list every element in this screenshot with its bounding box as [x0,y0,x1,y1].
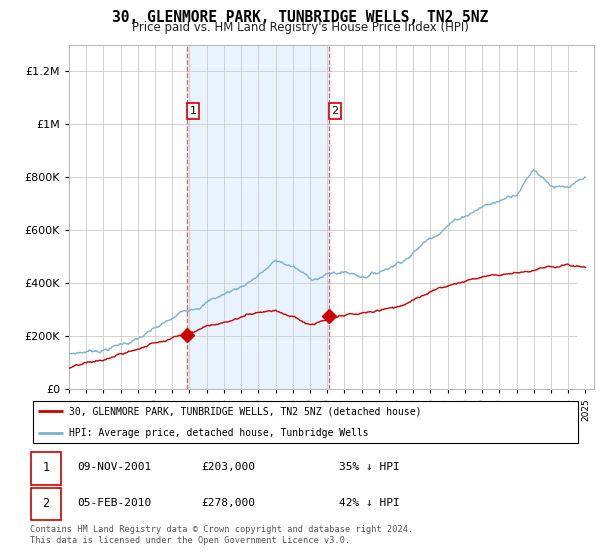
FancyBboxPatch shape [33,401,578,444]
Text: 42% ↓ HPI: 42% ↓ HPI [339,498,400,508]
Text: 30, GLENMORE PARK, TUNBRIDGE WELLS, TN2 5NZ: 30, GLENMORE PARK, TUNBRIDGE WELLS, TN2 … [112,10,488,25]
Text: 1: 1 [190,106,197,116]
Text: £278,000: £278,000 [201,498,255,508]
FancyBboxPatch shape [31,452,61,484]
Text: 09-NOV-2001: 09-NOV-2001 [77,463,151,473]
Bar [187,45,329,389]
Text: 1: 1 [43,461,50,474]
Text: 2: 2 [331,106,338,116]
FancyBboxPatch shape [31,488,61,520]
Text: 2: 2 [43,497,50,510]
Text: 35% ↓ HPI: 35% ↓ HPI [339,463,400,473]
Text: Contains HM Land Registry data © Crown copyright and database right 2024.
This d: Contains HM Land Registry data © Crown c… [30,525,413,545]
Text: £203,000: £203,000 [201,463,255,473]
Bar [577,45,600,389]
Text: 30, GLENMORE PARK, TUNBRIDGE WELLS, TN2 5NZ (detached house): 30, GLENMORE PARK, TUNBRIDGE WELLS, TN2 … [68,406,421,416]
Text: 05-FEB-2010: 05-FEB-2010 [77,498,151,508]
Text: Price paid vs. HM Land Registry's House Price Index (HPI): Price paid vs. HM Land Registry's House … [131,21,469,34]
Text: HPI: Average price, detached house, Tunbridge Wells: HPI: Average price, detached house, Tunb… [68,428,368,438]
